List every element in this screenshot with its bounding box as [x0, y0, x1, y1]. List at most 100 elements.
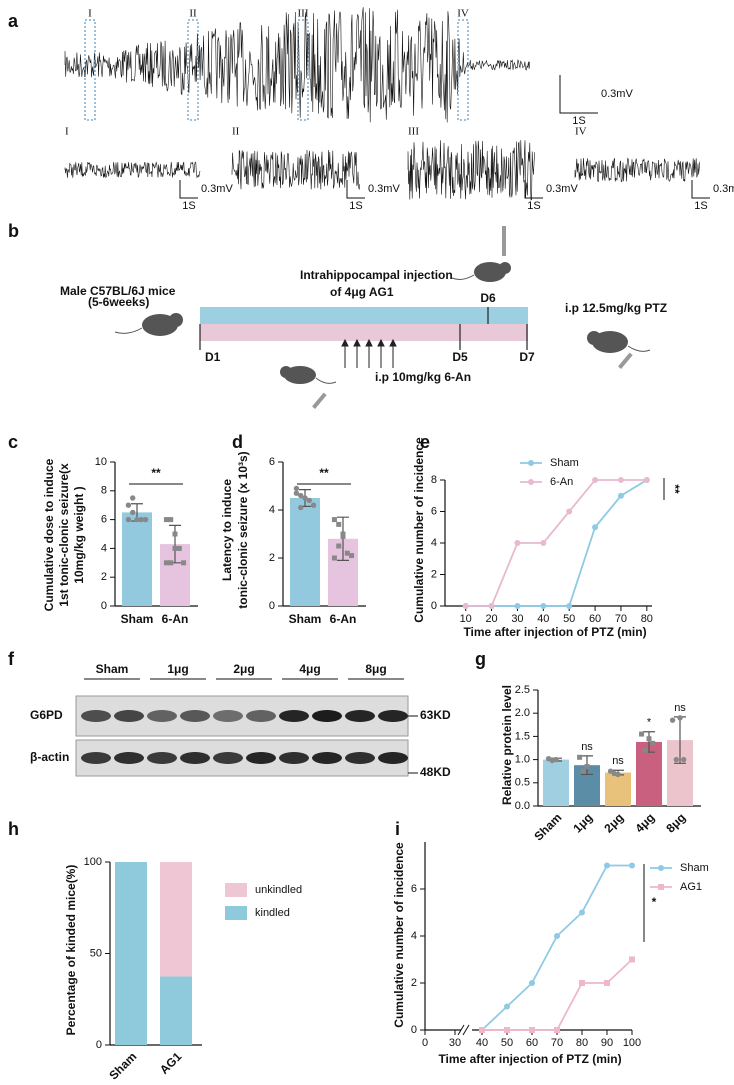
day-label: D7	[519, 350, 535, 364]
blot-group: 1μg	[167, 662, 188, 676]
y-tick-label: 2	[101, 571, 107, 583]
point	[643, 477, 650, 483]
data-point	[142, 516, 149, 523]
blot-group: 4μg	[299, 662, 320, 676]
point	[604, 980, 610, 986]
trace-box	[297, 19, 309, 121]
blot-band	[81, 752, 111, 764]
y-tick-label: 6	[101, 514, 107, 526]
x-tick-label: 6-An	[330, 612, 357, 626]
significance: *	[652, 895, 657, 909]
data-point	[302, 495, 308, 501]
x-tick-label: 60	[526, 1037, 538, 1049]
axis-break	[457, 1024, 470, 1036]
data-point	[163, 517, 169, 523]
point	[554, 1027, 560, 1033]
legend-label: unkindled	[255, 884, 302, 896]
significance: ns	[612, 755, 624, 767]
scale-amp: 0.3mV	[713, 183, 734, 195]
day-label: D6	[480, 291, 496, 305]
significance: ns	[581, 741, 593, 753]
point	[529, 1027, 535, 1033]
eeg-trace	[407, 140, 535, 201]
data-point	[168, 517, 174, 523]
x-tick-label: Sham	[121, 612, 154, 626]
data-point	[176, 545, 182, 551]
timeline-blue	[200, 307, 528, 324]
data-point	[577, 754, 583, 760]
bar-segment	[115, 862, 147, 1045]
bar	[543, 759, 569, 806]
inset-marker: III	[408, 126, 419, 138]
y-axis-label: Cumulative number of incidence	[392, 842, 406, 1028]
x-tick-label: 80	[576, 1037, 588, 1049]
legend-label: AG1	[680, 881, 702, 893]
legend-marker	[658, 865, 664, 871]
y-tick-label: 4	[431, 537, 437, 549]
x-tick-label: 10	[460, 613, 472, 625]
point	[554, 933, 560, 939]
x-tick-label: 8μg	[663, 810, 688, 835]
series-line	[482, 958, 633, 1031]
blot-band	[114, 752, 144, 764]
blot-band	[180, 752, 210, 764]
protein-label: G6PD	[30, 708, 63, 722]
data-point	[130, 495, 136, 501]
bar-segment	[160, 862, 192, 977]
data-point	[553, 756, 559, 763]
data-point	[298, 492, 304, 499]
y-tick-label: 4	[269, 504, 275, 516]
inset-marker: II	[232, 126, 240, 138]
blot-band	[246, 710, 276, 722]
data-point	[650, 740, 656, 746]
scale-time: 1S	[694, 200, 707, 212]
point	[566, 603, 573, 609]
bar-segment	[160, 976, 192, 1045]
trace-marker: III	[298, 8, 309, 20]
data-point	[615, 771, 621, 778]
point	[514, 540, 521, 546]
panel-label: i	[395, 819, 400, 839]
data-point	[344, 550, 350, 556]
y-axis-label: Percentage of kinded mice(%)	[64, 865, 78, 1036]
x-tick-label: 50	[501, 1037, 513, 1049]
blot-band	[180, 710, 210, 722]
x-tick-label: 100	[623, 1037, 641, 1049]
blot-band	[378, 710, 408, 722]
scale-amp: 0.3mV	[546, 183, 578, 195]
panel-label: g	[475, 649, 486, 669]
day-label: D1	[205, 350, 221, 364]
data-point	[681, 756, 687, 763]
point	[540, 540, 547, 546]
significance: **	[151, 466, 161, 480]
y-axis-label: Relative protein level	[500, 685, 514, 805]
y-tick-label: 0.0	[515, 800, 530, 812]
injection-arrows	[341, 338, 397, 368]
x-tick-label: 70	[615, 613, 627, 625]
bar	[605, 772, 631, 806]
data-point	[130, 509, 136, 516]
inset-marker: IV	[575, 126, 587, 138]
scale-time: 1S	[349, 200, 362, 212]
x-axis-label: Time after injection of PTZ (min)	[463, 625, 646, 639]
point	[604, 862, 610, 869]
significance: ns	[674, 702, 686, 714]
data-point	[298, 504, 304, 511]
legend-label: kindled	[255, 907, 290, 919]
point	[592, 524, 599, 531]
trace-box	[84, 19, 96, 121]
legend-marker	[528, 460, 534, 466]
data-point	[134, 516, 140, 523]
day-label: D5	[452, 350, 468, 364]
eeg-trace	[64, 7, 531, 123]
y-tick-label: 0	[411, 1024, 417, 1036]
x-tick-label: 70	[551, 1037, 563, 1049]
scale-bar	[524, 180, 543, 199]
blot-band	[213, 710, 243, 722]
x-tick-label: 2μg	[601, 810, 626, 835]
timeline-ticks	[199, 307, 528, 350]
x-tick-label: 6-An	[162, 612, 189, 626]
eeg-trace	[231, 149, 361, 191]
data-point	[293, 485, 300, 492]
point	[462, 603, 469, 609]
